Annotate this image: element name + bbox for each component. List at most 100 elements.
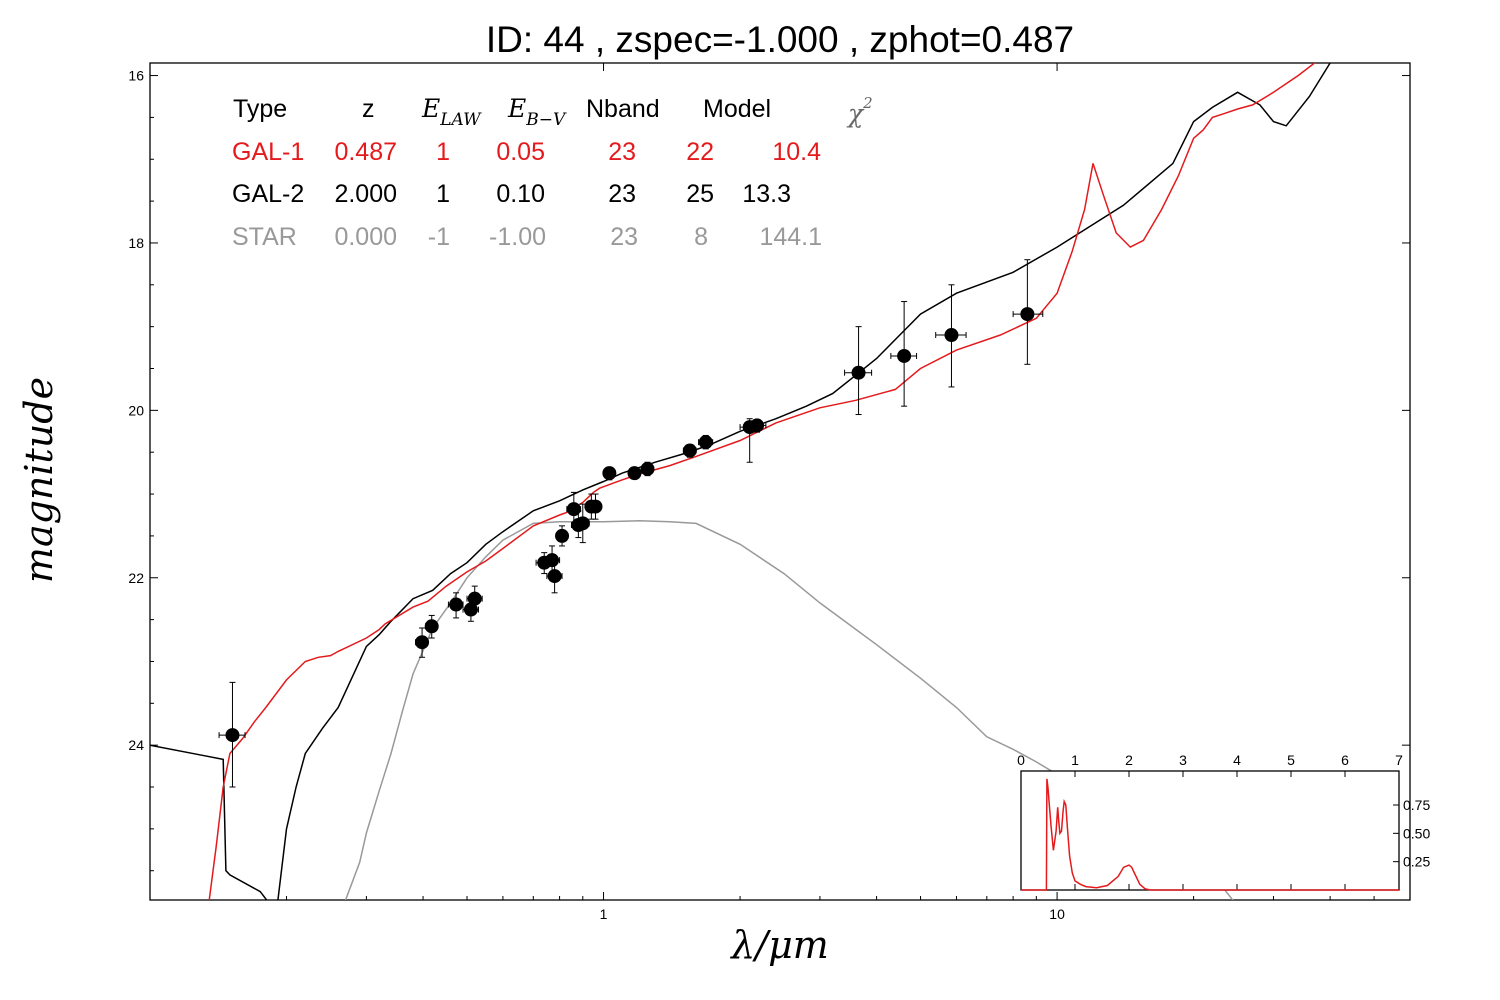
row-type: STAR — [232, 223, 297, 251]
inset-pdf-plot: 0 1 2 3 4 5 6 7 0.25 0.50 0.75 — [1017, 752, 1430, 891]
point-marker — [463, 602, 478, 617]
row-ebv: 0.05 — [496, 138, 545, 166]
point-marker — [640, 461, 655, 476]
point-marker — [682, 443, 697, 458]
y-tick-label: 20 — [128, 402, 144, 418]
chi-symbol: χ — [846, 99, 865, 128]
y-tick-label: 22 — [128, 570, 144, 586]
inset-x-tick-label: 0 — [1017, 752, 1025, 768]
table-header-nband: Nband — [586, 95, 660, 123]
data-point — [462, 598, 479, 622]
inset-pdf-line — [1021, 778, 1399, 891]
point-marker — [851, 365, 866, 380]
chi-superscript: 2 — [862, 94, 873, 112]
inset-x-tick-label: 1 — [1071, 752, 1079, 768]
row-elaw: 1 — [436, 138, 450, 166]
inset-x-tick-label: 4 — [1233, 752, 1241, 768]
row-type: GAL-2 — [232, 180, 304, 208]
data-point — [698, 434, 714, 450]
table-header-ebv: EB−V — [507, 94, 567, 130]
data-point — [415, 627, 430, 658]
point-marker — [555, 528, 570, 543]
inset-frame — [1020, 770, 1400, 891]
inset-x-tick-label: 2 — [1125, 752, 1133, 768]
point-marker — [588, 499, 603, 514]
point-marker — [602, 466, 617, 481]
point-marker — [897, 348, 912, 363]
table-row-gal2: GAL-2 2.000 1 0.10 23 25 13.3 — [232, 180, 791, 208]
inset-x-tick-label: 6 — [1341, 752, 1349, 768]
point-marker — [750, 418, 765, 433]
row-ebv: -1.00 — [489, 223, 546, 251]
row-nband: 23 — [610, 223, 638, 251]
row-model: 25 — [686, 180, 714, 208]
data-point — [555, 525, 570, 547]
inset-x-tick-label: 5 — [1287, 752, 1295, 768]
ebv-subscript: B−V — [525, 110, 567, 130]
data-point — [640, 461, 655, 477]
data-point — [447, 592, 464, 619]
row-chi2: 10.4 — [772, 138, 821, 166]
y-tick-label: 16 — [128, 68, 144, 84]
y-tick-label: 24 — [128, 737, 144, 753]
data-point — [682, 443, 697, 458]
row-z: 2.000 — [334, 180, 397, 208]
inset-x-tick-label: 7 — [1395, 752, 1403, 768]
row-z: 0.000 — [334, 223, 397, 251]
row-model: 22 — [686, 138, 714, 166]
table-header-type: Type — [233, 95, 287, 123]
row-z: 0.487 — [334, 138, 397, 166]
row-model: 8 — [694, 223, 708, 251]
data-point — [424, 614, 439, 639]
data-point — [575, 503, 590, 544]
x-tick-label: 10 — [1049, 906, 1065, 922]
point-marker — [415, 635, 430, 650]
inset-y-tick-label: 0.75 — [1403, 797, 1430, 813]
row-ebv: 0.10 — [496, 180, 545, 208]
table-header-model: Model — [703, 95, 771, 123]
fit-table: Type z ELAW EB−V Nband Model χ2 GAL-1 0.… — [232, 94, 873, 251]
data-point — [747, 418, 767, 433]
table-row-gal1: GAL-1 0.487 1 0.05 23 22 10.4 — [232, 138, 821, 166]
point-marker — [424, 619, 439, 634]
y-axis-label: magnitude — [17, 377, 61, 583]
table-header-chi2: χ2 — [846, 94, 873, 128]
row-chi2: 13.3 — [742, 180, 791, 208]
chart-title: ID: 44 , zspec=-1.000 , zphot=0.487 — [486, 19, 1074, 60]
table-header-elaw: ELAW — [421, 94, 482, 130]
inset-y-tick-label: 0.25 — [1403, 854, 1430, 870]
point-marker — [575, 516, 590, 531]
data-point — [890, 301, 918, 407]
inset-y-tick-label: 0.50 — [1403, 825, 1430, 841]
table-row-star: STAR 0.000 -1 -1.00 23 8 144.1 — [232, 223, 822, 251]
row-nband: 23 — [608, 138, 636, 166]
data-point — [1012, 259, 1044, 365]
row-type: GAL-1 — [232, 138, 304, 166]
point-marker — [1020, 307, 1035, 322]
row-nband: 23 — [608, 180, 636, 208]
point-marker — [627, 466, 642, 481]
row-chi2: 144.1 — [759, 223, 822, 251]
data-point — [218, 681, 246, 788]
point-marker — [545, 553, 560, 568]
elaw-symbol: E — [421, 94, 440, 123]
row-elaw: 1 — [436, 180, 450, 208]
x-tick-label: 1 — [600, 906, 608, 922]
data-point — [546, 558, 563, 594]
point-marker — [225, 728, 240, 743]
point-marker — [566, 502, 581, 517]
point-marker — [944, 328, 959, 343]
elaw-subscript: LAW — [439, 110, 482, 130]
data-point — [588, 493, 603, 520]
series-line-gal-1 — [208, 63, 1316, 900]
x-axis-label: λ/μm — [729, 923, 829, 967]
data-point — [627, 466, 642, 481]
point-marker — [547, 569, 562, 584]
data-point — [935, 284, 967, 388]
ebv-symbol: E — [507, 94, 526, 123]
row-elaw: -1 — [428, 223, 450, 251]
inset-x-tick-label: 3 — [1179, 752, 1187, 768]
point-marker — [449, 597, 464, 612]
